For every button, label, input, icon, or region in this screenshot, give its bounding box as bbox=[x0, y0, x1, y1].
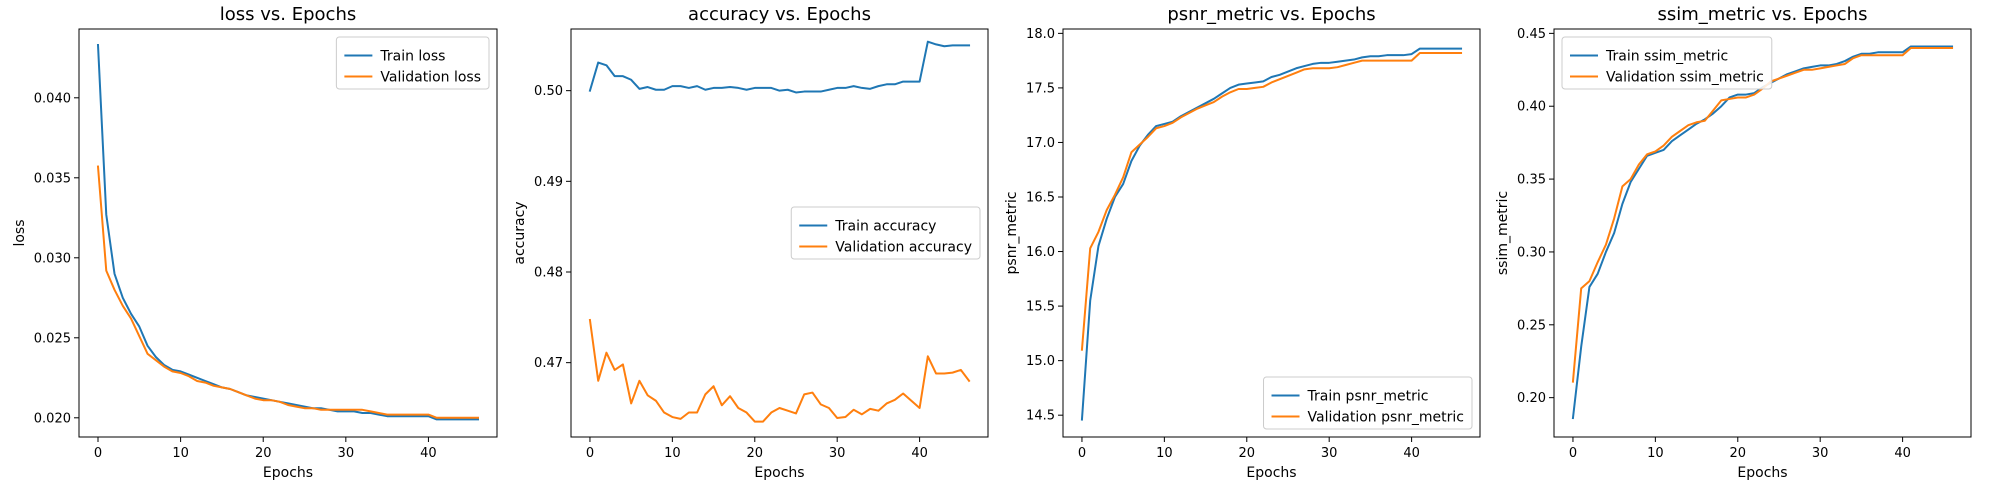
chart-title: accuracy vs. Epochs bbox=[688, 4, 871, 25]
y-tick-label: 0.020 bbox=[34, 411, 71, 426]
series-line-validation bbox=[1080, 52, 1463, 351]
x-axis-label: Epochs bbox=[1737, 465, 1787, 481]
legend-label: Validation ssim_metric bbox=[1606, 70, 1764, 86]
y-tick-label: 0.30 bbox=[1517, 245, 1546, 260]
y-tick-label: 17.5 bbox=[1026, 81, 1055, 96]
y-tick-label: 16.5 bbox=[1026, 191, 1055, 206]
series-line-train bbox=[1571, 45, 1954, 420]
x-tick-label: 10 bbox=[664, 446, 681, 461]
x-axis-label: Epochs bbox=[263, 465, 313, 481]
y-tick-label: 18.0 bbox=[1026, 27, 1055, 42]
plot-frame bbox=[78, 28, 498, 438]
x-tick-label: 30 bbox=[338, 446, 355, 461]
y-tick-label: 0.47 bbox=[534, 356, 563, 371]
chart-title: psnr_metric vs. Epochs bbox=[1167, 4, 1375, 25]
x-tick-label: 20 bbox=[1239, 446, 1256, 461]
legend-box bbox=[1263, 376, 1473, 430]
x-axis-label: Epochs bbox=[1246, 465, 1296, 481]
x-tick-label: 0 bbox=[94, 446, 102, 461]
y-axis-label: loss bbox=[12, 219, 28, 246]
x-tick-label: 30 bbox=[1321, 446, 1338, 461]
series-line-train bbox=[96, 43, 479, 421]
y-tick-label: 0.45 bbox=[1517, 27, 1546, 42]
y-tick-label: 0.20 bbox=[1517, 391, 1546, 406]
chart-title: ssim_metric vs. Epochs bbox=[1658, 4, 1868, 25]
x-tick-label: 10 bbox=[1647, 446, 1664, 461]
series-line-validation bbox=[588, 318, 971, 423]
y-tick-label: 0.50 bbox=[534, 84, 563, 99]
x-tick-label: 10 bbox=[172, 446, 189, 461]
legend: Train ssim_metric Validation ssim_metric bbox=[1561, 36, 1773, 90]
x-axis-label: Epochs bbox=[754, 465, 804, 481]
legend-box bbox=[335, 36, 490, 90]
y-tick-label: 0.040 bbox=[34, 91, 71, 106]
legend: Train psnr_metric Validation psnr_metric bbox=[1263, 376, 1473, 430]
y-tick-label: 0.35 bbox=[1517, 173, 1546, 188]
legend-box bbox=[1561, 36, 1773, 90]
plot-frame bbox=[570, 28, 989, 438]
y-tick-label: 15.5 bbox=[1026, 300, 1055, 315]
x-tick-label: 40 bbox=[420, 446, 437, 461]
legend: Train loss Validation loss bbox=[335, 36, 490, 90]
y-axis-label: accuracy bbox=[512, 201, 528, 264]
x-tick-label: 40 bbox=[1403, 446, 1420, 461]
legend-label: Validation loss bbox=[380, 70, 481, 86]
y-tick-label: 0.025 bbox=[34, 331, 71, 346]
chart-panel-2: 0 10 20 30 40 0.47 0.48 0.49 0.50 accuracy vs. Ep… bbox=[512, 4, 989, 481]
x-tick-label: 30 bbox=[1812, 446, 1829, 461]
y-tick-label: 0.035 bbox=[34, 171, 71, 186]
plot-frame bbox=[1062, 28, 1481, 438]
legend-label: Train loss bbox=[379, 49, 445, 65]
y-tick-label: 0.40 bbox=[1517, 100, 1546, 115]
series-line-validation bbox=[1571, 46, 1954, 383]
legend-label: Validation psnr_metric bbox=[1308, 410, 1464, 426]
y-tick-label: 14.5 bbox=[1026, 409, 1055, 424]
x-tick-label: 30 bbox=[829, 446, 846, 461]
chart-panel-1: 0 10 20 30 40 0.020 0.025 0.030 0.035 0.040 loss v… bbox=[12, 4, 498, 481]
series-line-validation bbox=[96, 165, 479, 419]
x-tick-label: 40 bbox=[911, 446, 928, 461]
x-tick-label: 40 bbox=[1894, 446, 1911, 461]
series-line-train bbox=[588, 40, 971, 94]
x-tick-label: 0 bbox=[1569, 446, 1577, 461]
x-tick-label: 20 bbox=[747, 446, 764, 461]
y-tick-label: 0.48 bbox=[534, 265, 563, 280]
y-tick-label: 17.0 bbox=[1026, 136, 1055, 151]
y-axis-label: psnr_metric bbox=[1004, 192, 1020, 275]
y-tick-label: 0.030 bbox=[34, 251, 71, 266]
y-tick-label: 0.25 bbox=[1517, 318, 1546, 333]
legend-box bbox=[790, 206, 981, 260]
chart-panel-3: 0 10 20 30 40 14.5 15.0 15.5 16.0 16.5 17.0 17.5 18.… bbox=[1004, 4, 1481, 481]
y-tick-label: 16.0 bbox=[1026, 245, 1055, 260]
legend-label: Train accuracy bbox=[834, 219, 936, 235]
x-tick-label: 20 bbox=[1730, 446, 1747, 461]
x-tick-label: 10 bbox=[1156, 446, 1173, 461]
chart-title: loss vs. Epochs bbox=[220, 4, 356, 25]
legend: Train accuracy Validation accuracy bbox=[790, 206, 981, 260]
series-line-train bbox=[1080, 47, 1463, 421]
legend-label: Train psnr_metric bbox=[1307, 389, 1429, 405]
y-tick-label: 15.0 bbox=[1026, 354, 1055, 369]
legend-label: Validation accuracy bbox=[835, 240, 972, 256]
chart-panel-4: 0 10 20 30 40 0.20 0.25 0.30 0.35 0.40 0.45 ssim_me… bbox=[1495, 4, 1972, 481]
plot-frame bbox=[1553, 28, 1972, 438]
x-tick-label: 0 bbox=[1078, 446, 1086, 461]
legend-label: Train ssim_metric bbox=[1605, 49, 1728, 65]
x-tick-label: 20 bbox=[255, 446, 272, 461]
y-tick-label: 0.49 bbox=[534, 175, 563, 190]
x-tick-label: 0 bbox=[586, 446, 594, 461]
y-axis-label: ssim_metric bbox=[1495, 191, 1511, 275]
